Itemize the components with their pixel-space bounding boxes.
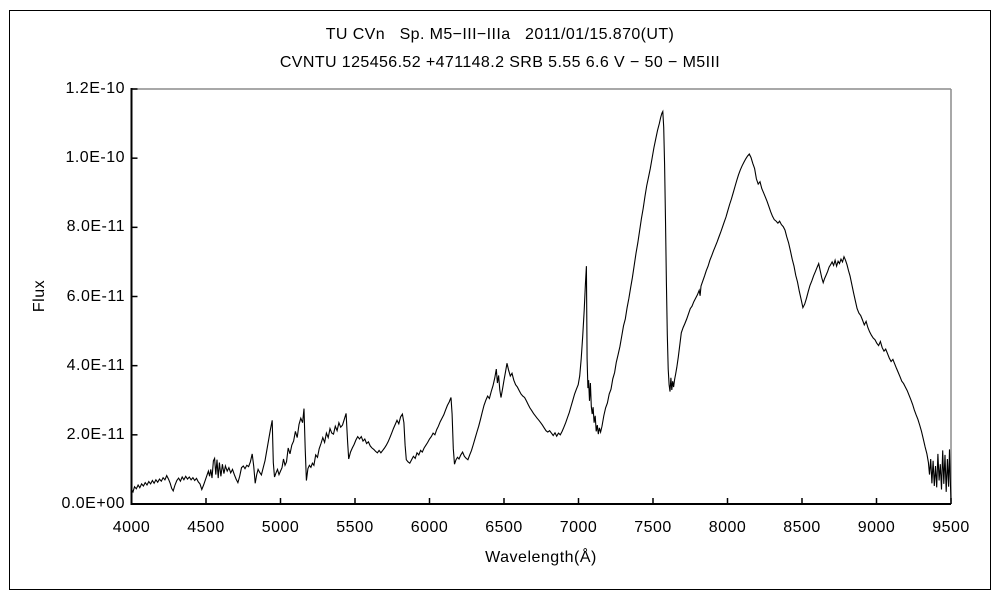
x-tick-label: 5000 [261,519,300,536]
y-tick-marks [131,88,138,505]
spectrum-line [131,109,952,502]
y-tick-label: 6.0E-11 [66,287,125,305]
x-tick-label: 7000 [559,519,598,536]
y-tick-label: 8.0E-11 [66,218,125,236]
y-tick-label: 1.2E-10 [65,80,125,97]
chart-title: TU CVn Sp. M5−III−IIIa 2011/01/15.870(UT… [325,26,675,43]
x-tick-label: 8500 [783,519,821,536]
x-tick-label: 6000 [410,519,449,536]
x-tick-label: 4000 [112,519,151,536]
x-tick-label: 4500 [187,519,225,536]
y-tick-label: 2.0E-11 [66,425,125,443]
x-tick-label: 6500 [485,519,523,536]
y-tick-label: 0.0E+00 [61,495,125,512]
y-tick-label: 1.0E-10 [65,149,125,167]
x-tick-label: 7500 [634,519,672,536]
chart-subtitle: CVNTU 125456.52 +471148.2 SRB 5.55 6.6 V… [279,54,721,71]
x-tick-label: 9000 [857,519,896,536]
x-tick-label: 8000 [708,519,747,536]
x-tick-label: 5500 [336,519,374,536]
x-tick-label: 9500 [932,519,970,536]
x-axis-title: Wavelength(Å) [485,549,597,566]
y-tick-label: 4.0E-11 [66,356,125,374]
chart-border [9,10,991,590]
